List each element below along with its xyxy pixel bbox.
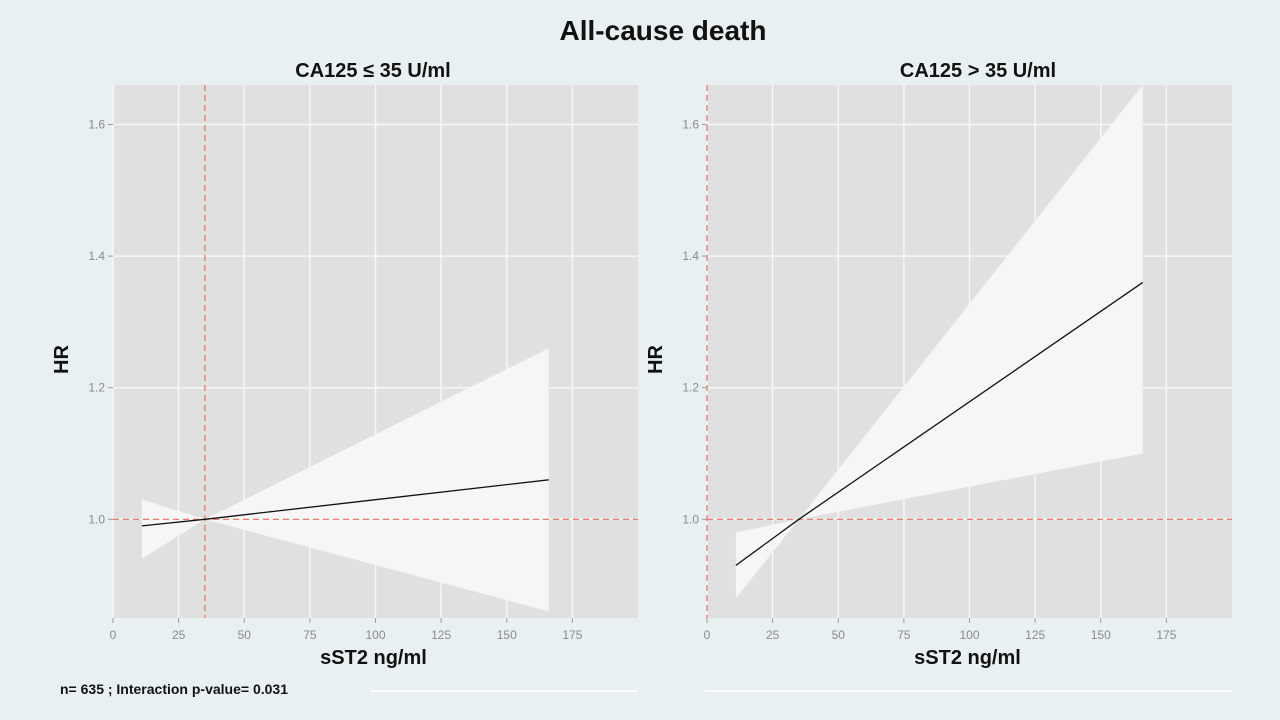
x-tick-label: 100: [959, 628, 979, 642]
x-tick-label: 50: [238, 628, 252, 642]
y-tick-label: 1.6: [682, 117, 699, 131]
panel-title: CA125 ≤ 35 U/ml: [295, 60, 451, 82]
x-tick-label: 100: [365, 628, 385, 642]
y-tick-label: 1.2: [88, 381, 105, 395]
x-tick-label: 150: [497, 628, 517, 642]
y-tick-label: 1.0: [682, 512, 699, 526]
confidence-band: [735, 85, 1143, 599]
x-tick-label: 25: [172, 628, 186, 642]
y-axis-label: HR: [645, 345, 667, 374]
x-axis-label: sST2 ng/ml: [914, 647, 1021, 669]
x-tick-label: 150: [1091, 628, 1111, 642]
x-tick-label: 50: [832, 628, 846, 642]
y-tick-label: 1.6: [88, 117, 105, 131]
y-tick-label: 1.4: [682, 249, 699, 263]
hr-line: [141, 479, 549, 527]
y-tick-label: 1.4: [88, 249, 105, 263]
figure-title: All-cause death: [560, 15, 767, 46]
x-tick-label: 75: [897, 628, 911, 642]
x-tick-label: 0: [704, 628, 711, 642]
chart-panel-2: 0 25 50 75 100 125 150 175 1.0 1.2 1.4 1.6 CA125 > 3…: [645, 60, 1232, 692]
panels: 0 25 50 75 100 125 150 175 1.0 1.2 1.4 1.6 CA125 ≤ 3…: [51, 60, 1232, 692]
confidence-band: [141, 348, 549, 612]
hr-line: [735, 281, 1144, 566]
y-tick-label: 1.0: [88, 512, 105, 526]
x-axis-label: sST2 ng/ml: [320, 647, 427, 669]
x-tick-label: 175: [1156, 628, 1176, 642]
x-tick-label: 25: [766, 628, 780, 642]
x-tick-label: 125: [1025, 628, 1045, 642]
panel-title: CA125 > 35 U/ml: [900, 60, 1056, 82]
x-tick-label: 0: [110, 628, 117, 642]
x-tick-label: 125: [431, 628, 451, 642]
y-axis-label: HR: [51, 345, 73, 374]
footnote-text: n= 635 ; Interaction p-value= 0.031: [60, 681, 288, 697]
chart-panel-1: 0 25 50 75 100 125 150 175 1.0 1.2 1.4 1.6 CA125 ≤ 3…: [51, 60, 638, 692]
x-tick-label: 75: [303, 628, 317, 642]
x-tick-label: 175: [562, 628, 582, 642]
y-tick-label: 1.2: [682, 381, 699, 395]
